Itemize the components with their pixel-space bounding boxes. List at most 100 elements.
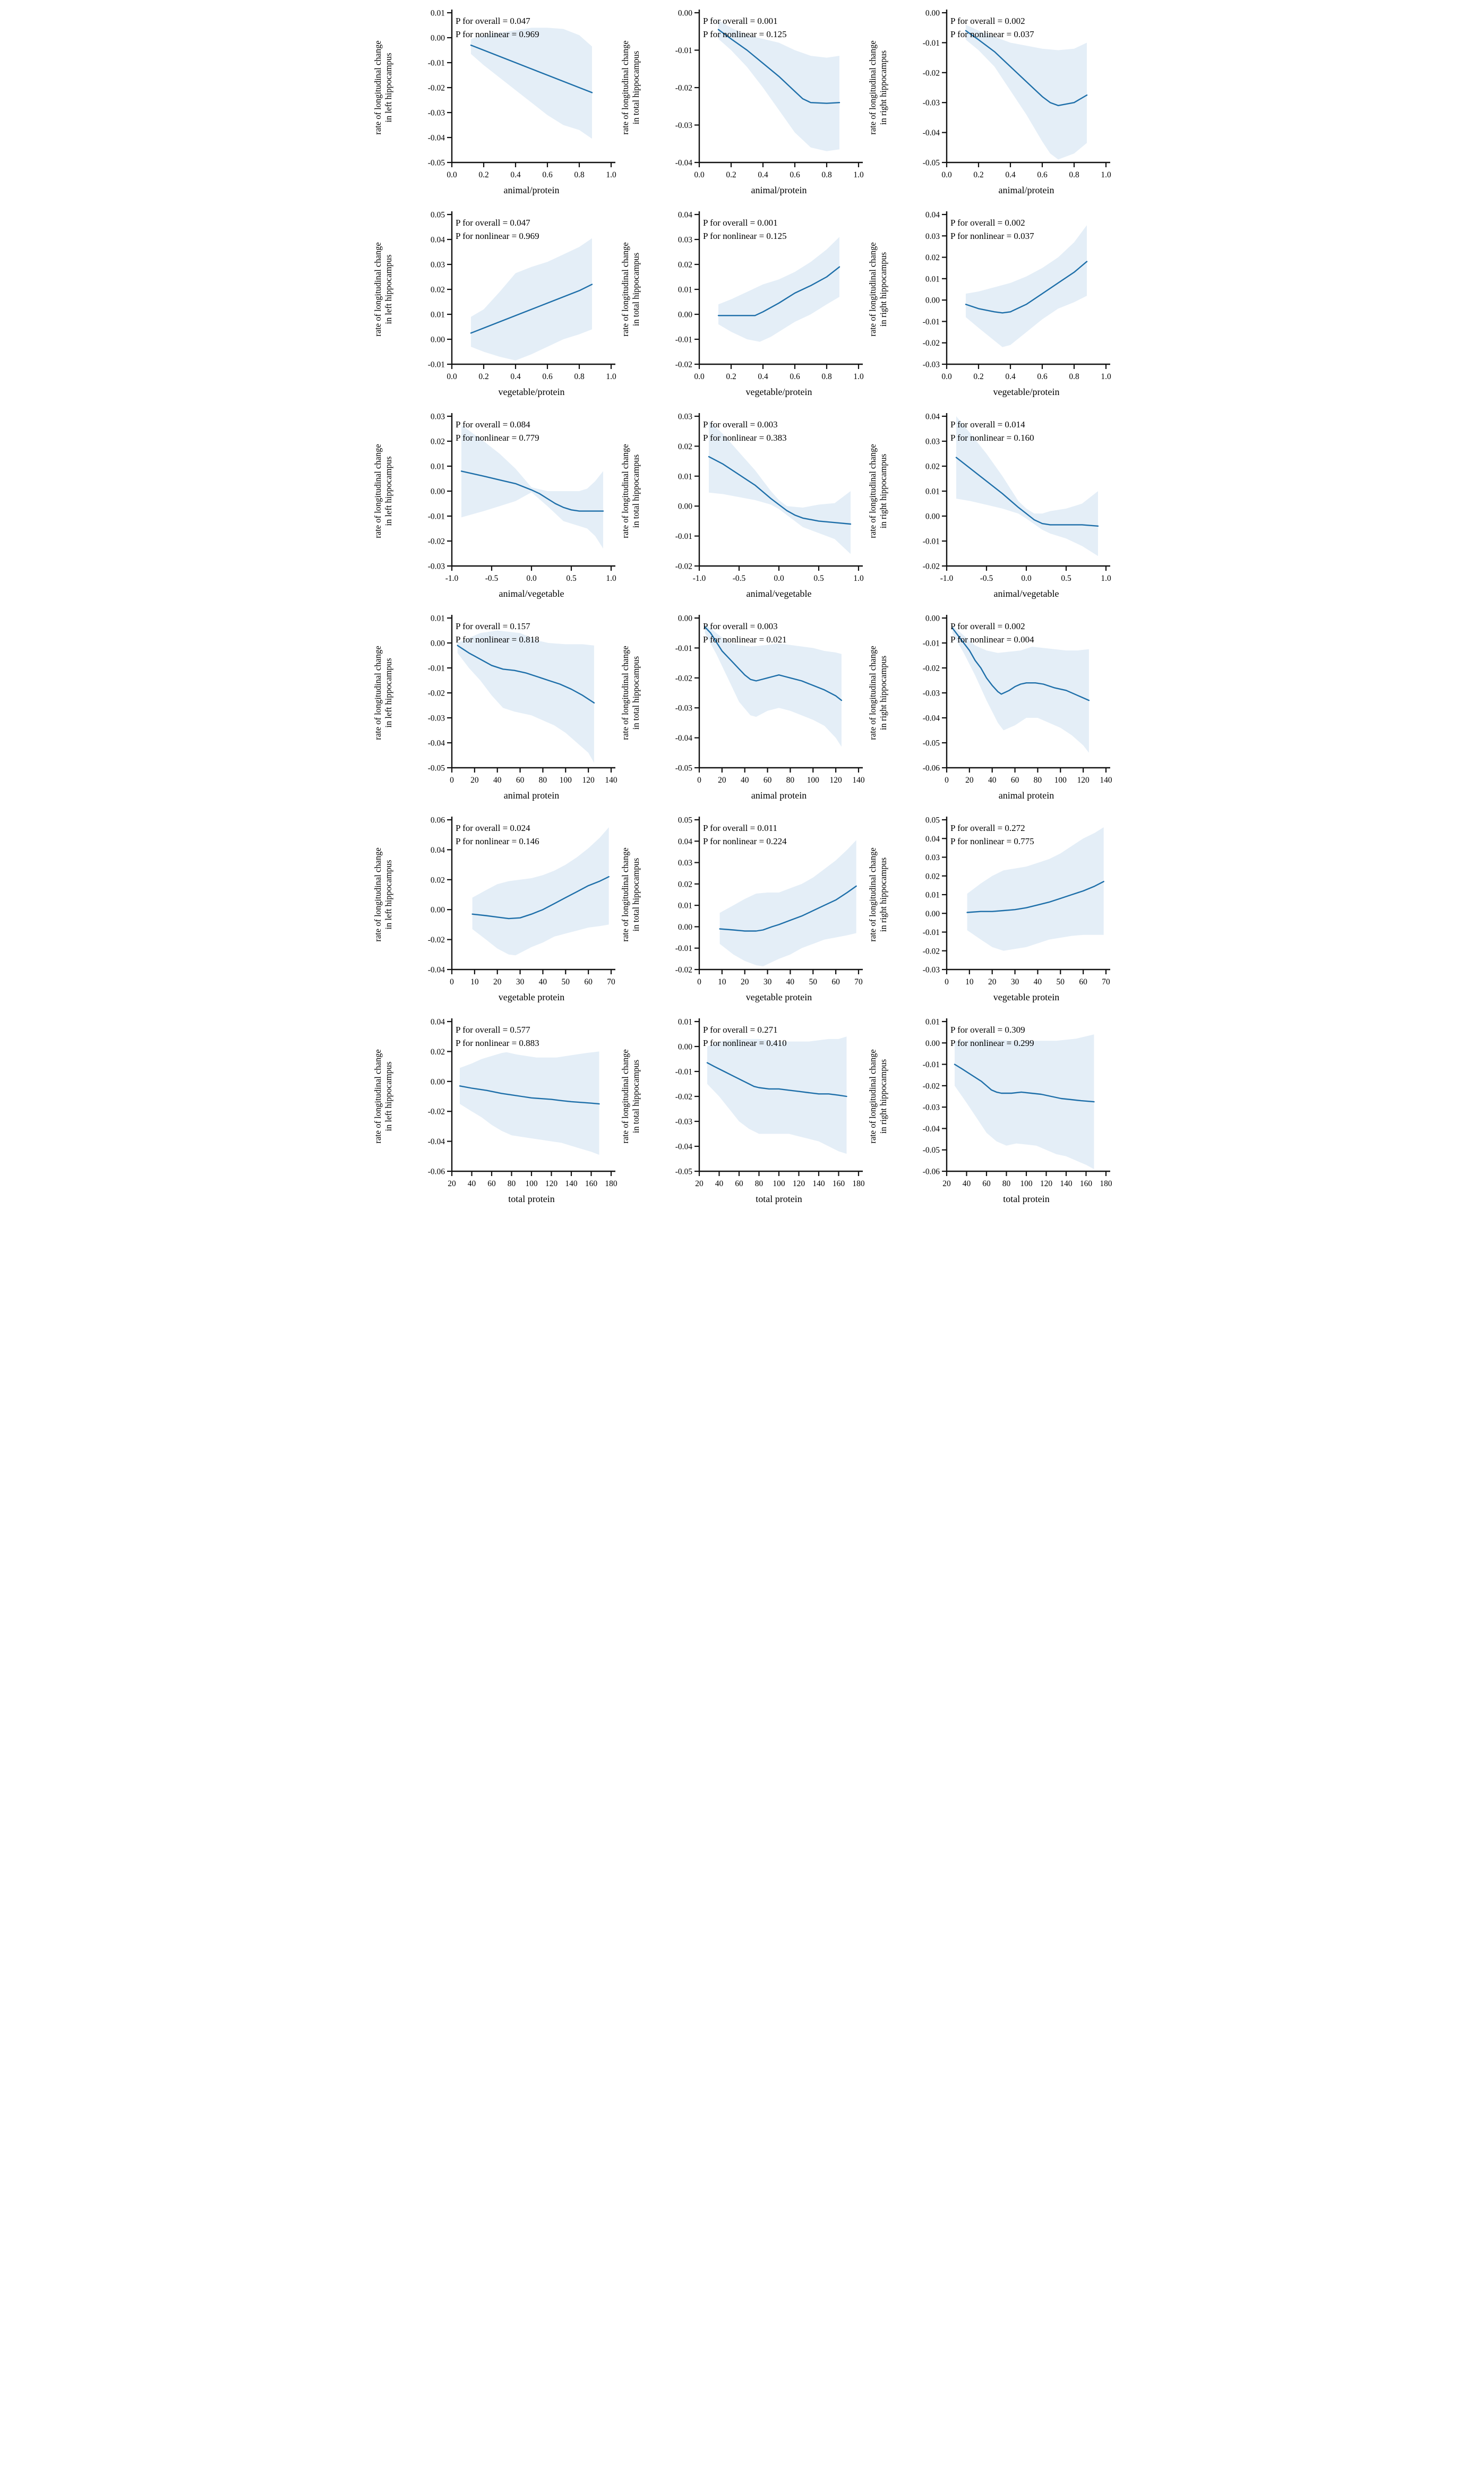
x-tick-label: 100 xyxy=(1054,776,1067,785)
x-tick-label: 40 xyxy=(988,776,996,785)
p-overall-annotation: P for overall = 0.003 xyxy=(703,621,778,631)
x-axis-title: animal protein xyxy=(998,790,1053,801)
y-axis-title-line1: rate of longitudinal change xyxy=(620,1049,630,1143)
y-axis-title-line1: rate of longitudinal change xyxy=(868,40,878,134)
y-tick-label: -0.02 xyxy=(675,966,692,975)
y-tick-label: -0.01 xyxy=(922,537,939,546)
x-tick-label: 0.0 xyxy=(1021,574,1032,583)
y-tick-label: 0.04 xyxy=(677,837,692,846)
x-tick-label: 20 xyxy=(448,1179,456,1188)
y-tick-label: 0.00 xyxy=(925,512,939,521)
y-axis-title-line2: in total hippocampus xyxy=(631,51,641,124)
x-axis-title: vegetable protein xyxy=(745,992,811,1002)
x-tick-label: 120 xyxy=(792,1179,805,1188)
x-tick-label: 40 xyxy=(1033,977,1042,987)
y-tick-label: 0.01 xyxy=(677,902,692,911)
y-tick-label: -0.02 xyxy=(427,537,444,546)
y-tick-label: -0.04 xyxy=(922,1125,940,1134)
y-tick-label: -0.01 xyxy=(922,39,939,48)
charts-grid: 0.01 0.00 -0.01 -0.02 -0.03 -0.04 -0.05 0.0 0.2 0… xyxy=(371,3,1113,1214)
y-tick-label: 0.01 xyxy=(925,487,939,496)
y-tick-label: 0.02 xyxy=(677,442,692,451)
y-tick-label: 0.05 xyxy=(677,816,692,825)
y-tick-label: 0.01 xyxy=(430,311,444,320)
y-tick-label: 0.02 xyxy=(430,438,444,447)
y-tick-label: 0.04 xyxy=(677,211,692,220)
chart-animal-protein-left: 0.01 0.00 -0.01 -0.02 -0.03 -0.04 -0.05 0 20 40 60… xyxy=(371,608,619,810)
y-tick-label: -0.05 xyxy=(922,739,940,748)
y-tick-label: 0.00 xyxy=(430,34,444,43)
y-tick-label: -0.03 xyxy=(922,1103,940,1112)
x-tick-label: 10 xyxy=(718,977,726,987)
y-tick-label: -0.01 xyxy=(675,532,692,541)
y-axis-title-line2: in total hippocampus xyxy=(631,858,641,931)
x-tick-label: 0.8 xyxy=(1069,372,1079,381)
x-tick-label: 80 xyxy=(786,776,794,785)
x-tick-label: 1.0 xyxy=(606,372,616,381)
x-tick-label: 0.4 xyxy=(1005,372,1016,381)
y-tick-label: -0.02 xyxy=(922,947,939,956)
y-tick-label: -0.06 xyxy=(427,1168,445,1177)
y-axis-title-line1: rate of longitudinal change xyxy=(868,242,878,336)
y-tick-label: -0.03 xyxy=(427,562,445,571)
x-tick-label: 30 xyxy=(1010,977,1019,987)
spline-figure: 0.01 0.00 -0.01 -0.02 -0.03 -0.04 -0.05 0.0 0.2 0… xyxy=(371,0,1113,1217)
y-tick-label: -0.01 xyxy=(922,639,939,648)
confidence-band xyxy=(965,225,1087,347)
confidence-band xyxy=(952,625,1089,753)
spline-line xyxy=(470,284,593,334)
chart-svg-vegetable-protein-ratio-total: 0.04 0.03 0.02 0.01 0.00 -0.01 -0.020.0 0.2 0.4 0… xyxy=(620,211,864,398)
y-tick-label: -0.04 xyxy=(675,159,692,168)
y-tick-label: -0.02 xyxy=(922,664,939,673)
y-tick-label: 0.01 xyxy=(677,472,692,481)
y-axis-title-line2: in right hippocampus xyxy=(878,656,888,730)
y-axis-title-line1: rate of longitudinal change xyxy=(620,646,630,740)
y-tick-label: -0.01 xyxy=(675,644,692,653)
y-tick-label: 0.00 xyxy=(430,487,444,496)
y-axis-title-line1: rate of longitudinal change xyxy=(373,444,383,538)
y-axis-title-line1: rate of longitudinal change xyxy=(620,444,630,538)
y-tick-label: -0.03 xyxy=(675,1118,692,1127)
y-tick-label: -0.02 xyxy=(675,674,692,683)
y-tick-label: -0.02 xyxy=(922,339,939,348)
p-overall-annotation: P for overall = 0.014 xyxy=(950,419,1025,430)
y-tick-label: -0.01 xyxy=(922,928,939,937)
x-tick-label: 0.2 xyxy=(726,170,736,179)
x-tick-label: 100 xyxy=(773,1179,785,1188)
p-nonlinear-annotation: P for nonlinear = 0.969 xyxy=(456,29,539,39)
x-axis-title: vegetable/protein xyxy=(498,387,564,397)
spline-line xyxy=(966,881,1104,913)
chart-svg-animal-protein-ratio-left: 0.01 0.00 -0.01 -0.02 -0.03 -0.04 -0.050.0 0.2 0… xyxy=(373,9,616,196)
y-tick-label: -0.05 xyxy=(922,159,940,168)
y-tick-label: -0.01 xyxy=(427,512,444,521)
x-axis-title: animal/vegetable xyxy=(499,588,564,599)
x-tick-label: 140 xyxy=(605,776,617,785)
x-axis-title: animal/protein xyxy=(751,185,807,195)
y-tick-label: -0.05 xyxy=(427,764,445,773)
chart-svg-animal-protein-ratio-total: 0.00 -0.01 -0.02 -0.03 -0.040.0 0.2 0.4 0.6 0.8 1… xyxy=(620,9,864,196)
y-tick-label: -0.01 xyxy=(922,1060,939,1069)
y-tick-label: -0.06 xyxy=(922,1168,940,1177)
y-tick-label: 0.04 xyxy=(430,236,444,245)
x-axis-title: vegetable/protein xyxy=(745,387,812,397)
confidence-band xyxy=(956,416,1098,556)
y-tick-label: 0.01 xyxy=(430,614,444,623)
x-tick-label: 120 xyxy=(829,776,842,785)
x-tick-label: 0.8 xyxy=(821,170,832,179)
chart-svg-animal-vegetable-ratio-left: 0.03 0.02 0.01 0.00 -0.01 -0.02 -0.03-1.0 -0.5 0… xyxy=(373,413,616,599)
confidence-band xyxy=(461,425,603,549)
x-tick-label: 1.0 xyxy=(1101,170,1111,179)
y-tick-label: 0.00 xyxy=(925,9,939,18)
y-axis-title-line1: rate of longitudinal change xyxy=(620,847,630,941)
x-tick-label: -0.5 xyxy=(485,574,498,583)
x-tick-label: 0.4 xyxy=(510,372,521,381)
x-tick-label: 40 xyxy=(786,977,794,987)
x-tick-label: 0.6 xyxy=(790,372,800,381)
x-tick-label: 0.5 xyxy=(566,574,577,583)
x-tick-label: 40 xyxy=(467,1179,476,1188)
x-tick-label: 80 xyxy=(538,776,547,785)
y-tick-label: 0.03 xyxy=(925,853,939,862)
confidence-band xyxy=(470,238,592,361)
y-tick-label: 0.00 xyxy=(677,9,692,18)
